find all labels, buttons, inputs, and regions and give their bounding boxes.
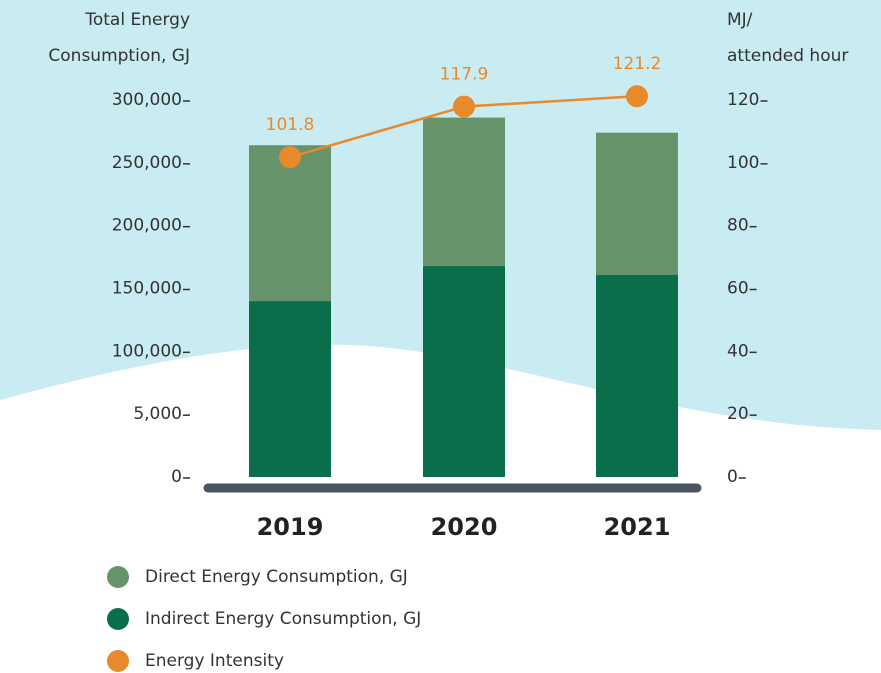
y2-tick-label: 20	[727, 404, 749, 424]
y2-tick-label: 60	[727, 279, 749, 299]
y2-axis-title: MJ/	[727, 10, 753, 30]
y2-tick-label: 100	[727, 153, 759, 173]
point	[626, 85, 648, 108]
y-tick-label: 200,000	[112, 216, 182, 236]
bar	[423, 117, 505, 266]
data-label: 121.2	[613, 54, 662, 74]
data-label: 101.8	[266, 115, 315, 135]
bar	[249, 301, 331, 477]
bar	[249, 145, 331, 302]
y-tick-label: 100,000	[112, 341, 182, 361]
legend-marker	[107, 650, 129, 672]
y2-tick-label: 0	[727, 467, 738, 487]
y-tick-label: 250,000	[112, 153, 182, 173]
bar	[596, 274, 678, 477]
y-tick-label: 5,000	[133, 404, 182, 424]
legend-label: Direct Energy Consumption, GJ	[145, 567, 408, 587]
x-tick-label: 2021	[604, 513, 671, 541]
data-label: 117.9	[440, 65, 489, 85]
y-tick-label: 150,000	[112, 279, 182, 299]
bar	[596, 132, 678, 275]
legend-marker	[107, 608, 129, 630]
y-tick-label: 0	[171, 467, 182, 487]
point	[279, 146, 301, 169]
point	[453, 95, 475, 118]
y2-axis-title: attended hour	[727, 46, 848, 66]
bar	[423, 265, 505, 477]
legend-marker	[107, 566, 129, 588]
x-tick-label: 2020	[431, 513, 498, 541]
y-tick-label: 300,000	[112, 90, 182, 110]
y-axis-title: Total Energy	[84, 10, 190, 30]
y2-tick-label: 120	[727, 90, 759, 110]
y2-tick-label: 80	[727, 216, 749, 236]
legend-label: Energy Intensity	[145, 651, 284, 671]
legend-label: Indirect Energy Consumption, GJ	[145, 609, 421, 629]
y2-tick-label: 40	[727, 341, 749, 361]
x-tick-label: 2019	[257, 513, 324, 541]
y-axis-title: Consumption, GJ	[48, 46, 190, 66]
